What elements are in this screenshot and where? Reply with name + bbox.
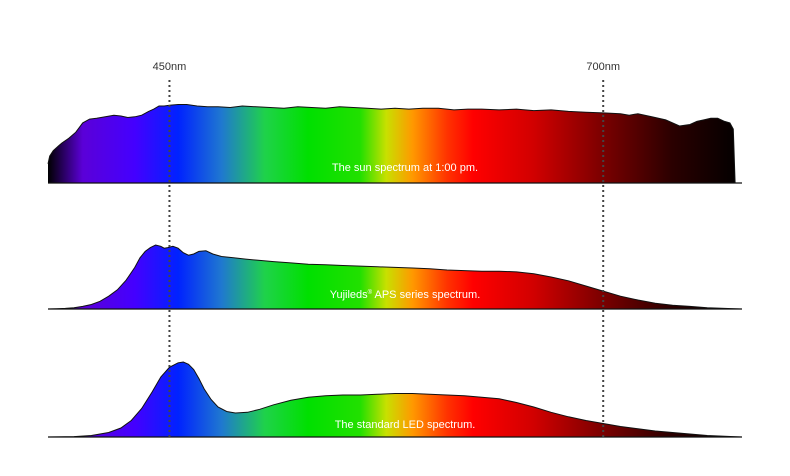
spectrum-panels: The sun spectrum at 1:00 pm. Yujileds® AP… xyxy=(47,104,743,438)
spectrum-outline-3 xyxy=(47,361,743,438)
spectrum-label-2: Yujileds® APS series spectrum. xyxy=(330,289,481,301)
spectrum-label-1: The sun spectrum at 1:00 pm. xyxy=(332,162,478,174)
spectrum-panel-2: Yujileds® APS series spectrum. xyxy=(47,244,743,310)
wavelength-markers: 450nm 700nm xyxy=(153,61,620,440)
registered-mark: ® xyxy=(368,289,373,296)
spectrum-outline-2 xyxy=(47,244,743,310)
spectrum-area-3 xyxy=(48,362,742,437)
spectrum-area-2 xyxy=(48,245,742,309)
spectrum-panel-3: The standard LED spectrum. xyxy=(47,361,743,438)
marker-label-450nm: 450nm xyxy=(153,61,187,73)
spectrum-area-1 xyxy=(48,104,736,183)
marker-label-700nm: 700nm xyxy=(586,61,620,73)
spectrum-label-3: The standard LED spectrum. xyxy=(335,419,476,431)
spectrum-outline-1 xyxy=(47,104,736,184)
spectrum-panel-1: The sun spectrum at 1:00 pm. xyxy=(47,104,742,184)
